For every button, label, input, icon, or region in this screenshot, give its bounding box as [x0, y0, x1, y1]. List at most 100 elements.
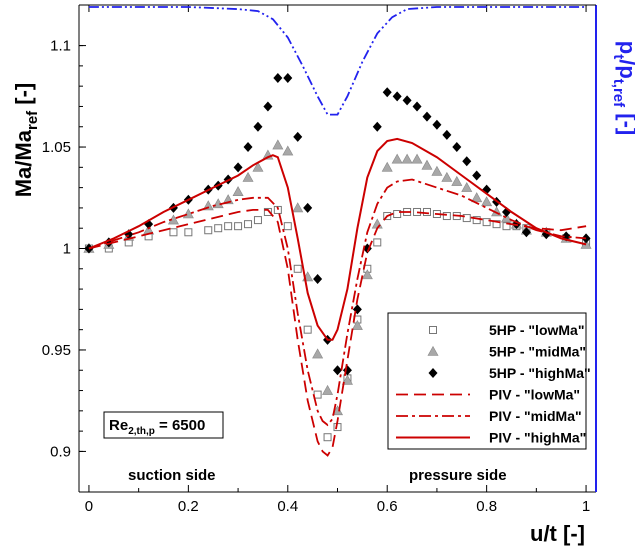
pressure-side-label: pressure side	[409, 467, 507, 484]
legend-label-3: PIV - "lowMa"	[489, 387, 580, 403]
y-tick-label: 1.05	[42, 139, 71, 156]
series-4-line	[88, 178, 587, 427]
series-2-point	[452, 142, 462, 153]
series-2-point	[352, 304, 362, 315]
tick-group: 0 0.2 0.4 0.6 0.8 1 0.9 0.95 1 1.05 1.1	[42, 5, 590, 515]
series-0-point	[462, 214, 471, 223]
series-6-line	[88, 6, 587, 116]
series-1-point	[322, 384, 334, 395]
series-2-point	[412, 101, 422, 112]
series-group	[83, 6, 592, 457]
series-0-point	[442, 212, 451, 221]
series-5-line	[88, 137, 587, 341]
series-1-point	[341, 374, 353, 385]
series-2-point	[521, 227, 531, 238]
series-1-point	[501, 212, 513, 223]
series-1-point	[391, 153, 403, 164]
series-0-point	[373, 238, 382, 247]
y-tick-label: 1	[63, 241, 71, 258]
series-1-point	[272, 139, 284, 150]
series-2-point	[243, 142, 253, 153]
x-tick-label: 1	[582, 498, 590, 515]
series-1-point	[481, 196, 493, 207]
series-1-point	[232, 186, 244, 196]
y-tick-label: 0.95	[42, 342, 71, 359]
series-2-point	[293, 131, 303, 142]
reynolds-label: Re2,th,p = 6500	[109, 417, 205, 437]
series-0-point	[184, 228, 193, 237]
x-tick-label: 0.4	[277, 498, 298, 515]
series-0-point	[253, 216, 262, 225]
series-1-point	[431, 165, 443, 176]
y-tick-label: 1.1	[50, 38, 71, 55]
series-2-point	[392, 91, 402, 102]
series-2-point	[372, 121, 382, 132]
series-0-point	[323, 433, 332, 442]
series-1-point	[312, 348, 324, 359]
legend-label-1: 5HP - "midMa"	[489, 344, 586, 360]
series-2-point	[233, 162, 243, 173]
series-0-point	[224, 222, 233, 231]
legend-marker-1	[427, 345, 439, 356]
legend-label-0: 5HP - "lowMa"	[489, 322, 584, 338]
reynolds-box	[103, 411, 224, 439]
series-1-point	[252, 161, 264, 172]
series-1-point	[351, 319, 363, 330]
legend-label-4: PIV - "midMa"	[489, 408, 582, 424]
y-tick-label: 0.9	[50, 443, 71, 460]
series-1-point	[451, 175, 463, 186]
x-tick-label: 0	[85, 498, 93, 515]
legend-marker-2	[428, 368, 438, 378]
series-1-point	[441, 171, 453, 182]
series-1-point	[282, 145, 294, 156]
series-0-point	[393, 210, 402, 219]
series-2-point	[432, 119, 442, 130]
legend-label-2: 5HP - "highMa"	[489, 365, 591, 381]
series-2-point	[333, 365, 342, 376]
series-1-point	[401, 153, 413, 164]
series-0-point	[234, 222, 243, 231]
series-2-point	[442, 129, 452, 140]
series-1-point	[371, 218, 383, 229]
legend-box	[387, 312, 587, 450]
series-0-point	[244, 220, 253, 229]
series-1-point	[461, 182, 473, 192]
series-2-point	[313, 273, 323, 284]
x-tick-label: 0.2	[178, 498, 199, 515]
series-0-point	[169, 228, 178, 237]
series-1-point	[411, 153, 423, 164]
series-2-point	[273, 73, 283, 84]
series-0-point	[204, 226, 213, 235]
x-axis-label: u/t [-]	[530, 521, 585, 546]
series-2-point	[263, 101, 273, 112]
series-1-point	[471, 192, 483, 203]
series-0-point	[472, 216, 481, 225]
series-0-point	[214, 224, 223, 233]
series-0-point	[273, 205, 282, 214]
suction-side-label: suction side	[128, 467, 216, 484]
series-1-point	[361, 269, 373, 280]
series-0-point	[263, 207, 272, 216]
x-tick-label: 0.8	[476, 498, 497, 515]
series-1-point	[292, 202, 304, 213]
series-2-point	[422, 111, 432, 122]
series-2-point	[283, 73, 293, 84]
legend: 5HP - "lowMa" 5HP - "midMa" 5HP - "highMa"…	[396, 322, 591, 446]
series-0-point	[482, 218, 491, 227]
y-axis-label-right: pt/pt,ref [-]	[610, 41, 635, 135]
series-2-point	[303, 202, 313, 213]
series-2-point	[402, 95, 412, 106]
series-1-point	[381, 161, 393, 172]
series-0-point	[303, 325, 312, 334]
series-0-point	[283, 222, 292, 231]
series-0-point	[422, 207, 431, 216]
legend-marker-0	[429, 326, 437, 334]
series-2-point	[253, 121, 263, 132]
series-1-point	[242, 171, 254, 182]
y-axis-label-left: Ma/Maref [-]	[11, 83, 41, 198]
series-2-point	[462, 156, 472, 167]
series-1-point	[421, 159, 433, 170]
series-0-point	[293, 264, 302, 273]
series-2-point	[382, 87, 392, 98]
